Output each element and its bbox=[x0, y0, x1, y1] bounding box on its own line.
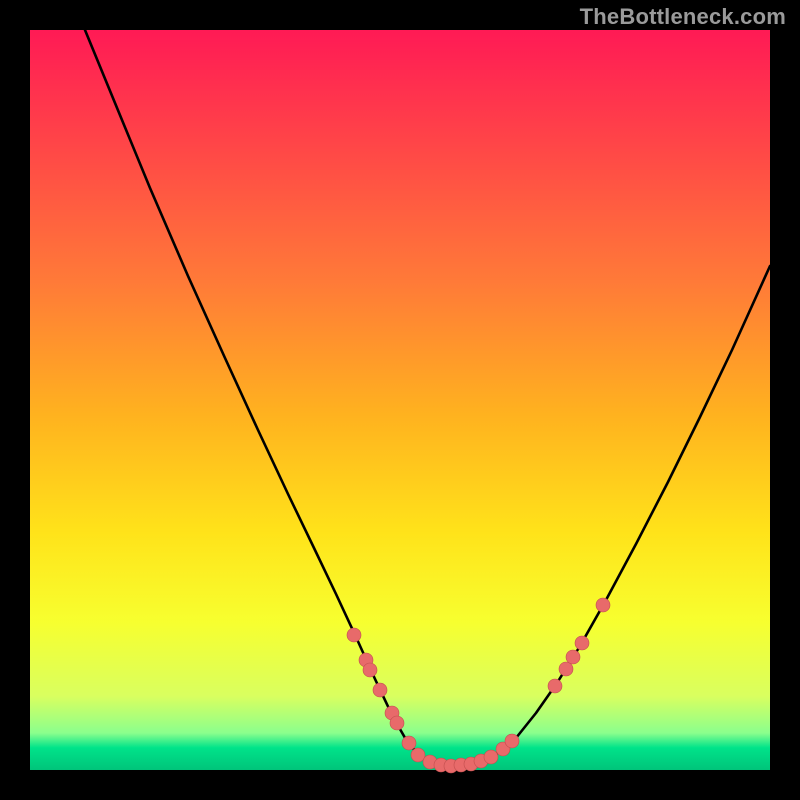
chart-svg bbox=[0, 0, 800, 800]
bottleneck-curve bbox=[85, 30, 770, 766]
curve-marker bbox=[347, 628, 361, 642]
curve-marker bbox=[390, 716, 404, 730]
curve-marker bbox=[575, 636, 589, 650]
curve-marker bbox=[411, 748, 425, 762]
watermark-text: TheBottleneck.com bbox=[580, 4, 786, 30]
curve-markers bbox=[347, 598, 610, 773]
curve-marker bbox=[484, 750, 498, 764]
curve-marker bbox=[505, 734, 519, 748]
curve-marker bbox=[373, 683, 387, 697]
chart-container: TheBottleneck.com bbox=[0, 0, 800, 800]
curve-marker bbox=[402, 736, 416, 750]
curve-marker bbox=[548, 679, 562, 693]
curve-marker bbox=[596, 598, 610, 612]
curve-marker bbox=[363, 663, 377, 677]
curve-marker bbox=[559, 662, 573, 676]
curve-marker bbox=[566, 650, 580, 664]
